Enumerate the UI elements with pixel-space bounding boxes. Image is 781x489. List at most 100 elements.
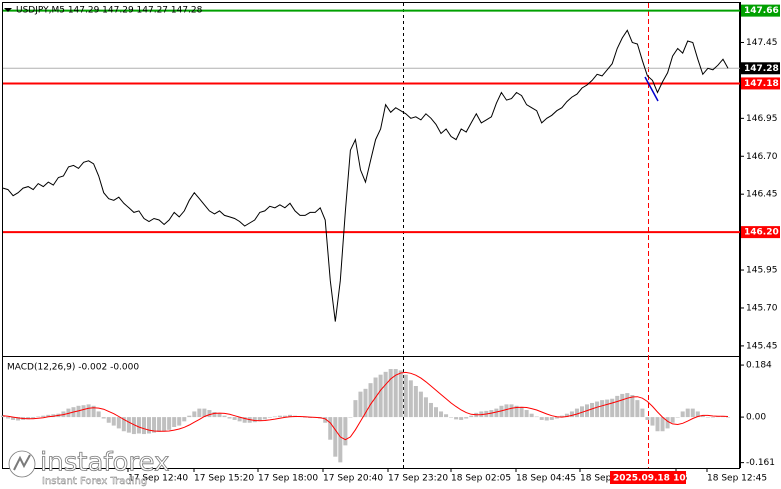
macd-histogram-bar	[725, 417, 731, 418]
macd-histogram-bar	[569, 411, 574, 418]
macd-histogram-bar	[6, 417, 11, 419]
price-level-tag	[741, 226, 780, 239]
macd-histogram-bar	[579, 406, 585, 418]
macd-histogram-bar	[615, 395, 620, 418]
macd-histogram-bar	[504, 404, 509, 418]
price-level-label: 147.18	[744, 79, 779, 89]
macd-histogram-bar	[368, 383, 373, 418]
y-tick-label: 0.184	[746, 361, 772, 371]
macd-histogram-bar	[388, 369, 393, 418]
macd-histogram-bar	[207, 410, 212, 418]
macd-histogram-bar	[277, 415, 282, 418]
collapse-icon	[4, 8, 12, 12]
macd-histogram-bar	[182, 417, 187, 422]
macd-histogram-bar	[282, 415, 287, 418]
macd-histogram-bar	[242, 417, 247, 423]
macd-histogram-bar	[126, 417, 131, 433]
macd-histogram-bar	[514, 405, 519, 418]
macd-histogram-bar	[595, 401, 600, 418]
macd-histogram-bar	[167, 417, 172, 430]
plot-frame	[2, 2, 740, 469]
macd-histogram-bar	[348, 417, 353, 418]
price-line	[2, 29, 729, 322]
macd-histogram-bar	[464, 417, 469, 419]
macd-histogram-bar	[715, 416, 720, 418]
y-tick-label: 145.95	[746, 266, 778, 276]
macd-histogram-bar	[393, 369, 398, 418]
macd-histogram-bar	[690, 408, 695, 418]
macd-histogram-bar	[408, 380, 413, 418]
y-tick-label: 145.45	[746, 341, 778, 351]
macd-histogram-bar	[237, 417, 242, 422]
macd-histogram-bar	[524, 410, 529, 418]
macd-histogram-bar	[116, 417, 121, 429]
macd-histogram-bar	[529, 413, 534, 418]
macd-histogram-bar	[554, 417, 559, 419]
macd-histogram-bar	[605, 399, 610, 418]
macd-histogram-bar	[136, 417, 141, 434]
macd-histogram-bar	[177, 417, 182, 426]
macd-histogram-bar	[51, 414, 56, 418]
macd-histogram-bar	[600, 400, 605, 418]
price-level-label: 147.28	[744, 64, 779, 74]
x-tick-label: 18 Sep	[580, 474, 612, 484]
time-cursor-label: 2025.09.18 10:15	[613, 474, 702, 484]
x-tick-label: 17 Sep 20:40	[323, 474, 383, 484]
macd-histogram-bar	[111, 417, 116, 426]
macd-histogram-bar	[655, 417, 660, 432]
price-level-label: 146.20	[744, 228, 779, 238]
macd-histogram-bar	[157, 417, 162, 432]
macd-histogram-bar	[665, 417, 670, 429]
macd-histogram-bar	[549, 417, 554, 420]
macd-histogram-bar	[217, 413, 222, 418]
trend-arrow	[644, 76, 659, 102]
x-tick-label: 18 Sep 12:45	[707, 474, 767, 484]
macd-histogram-bar	[197, 408, 202, 418]
macd-histogram-bar	[635, 400, 640, 418]
macd-histogram-bar	[685, 408, 690, 418]
macd-histogram-bar	[141, 417, 146, 435]
macd-histogram-bar	[16, 417, 21, 421]
x-tick-label: 18 Sep 02:05	[451, 474, 511, 484]
macd-histogram-bar	[625, 393, 630, 418]
macd-histogram-bar	[433, 407, 438, 418]
macd-histogram-bar	[96, 411, 101, 418]
y-tick-label: -0.161	[746, 458, 775, 468]
macd-histogram-bar	[152, 417, 157, 433]
macd-histogram-bar	[106, 417, 111, 423]
macd-histogram-bar	[66, 408, 71, 418]
macd-histogram-bar	[650, 417, 655, 426]
y-tick-label: 146.95	[746, 114, 778, 124]
macd-histogram-bar	[192, 411, 197, 418]
y-tick-label: 0.00	[746, 413, 766, 423]
macd-histogram-bar	[358, 391, 363, 418]
macd-histogram-bar	[630, 395, 635, 418]
macd-histogram-bar	[449, 417, 454, 418]
x-tick-label: 18 Sep 04:45	[516, 474, 576, 484]
macd-histogram-bar	[232, 417, 237, 420]
macd-histogram-bar	[660, 417, 665, 432]
macd-histogram-bar	[338, 417, 343, 463]
macd-histogram-bar	[26, 417, 31, 420]
macd-histogram-bar	[640, 408, 645, 418]
macd-histogram-bar	[403, 374, 408, 418]
macd-histogram-bar	[212, 412, 217, 418]
macd-histogram-bar	[36, 416, 41, 418]
macd-histogram-bar	[459, 417, 464, 420]
macd-histogram-bar	[423, 397, 428, 418]
macd-histogram-bar	[444, 414, 449, 418]
macd-histogram-bar	[323, 417, 328, 423]
macd-histogram-bar	[11, 417, 16, 420]
macd-histogram-bar	[383, 371, 388, 418]
macd-histogram-bar	[81, 405, 86, 418]
macd-histogram-bar	[328, 417, 333, 440]
plot-layer	[0, 9, 740, 463]
macd-histogram-bar	[574, 408, 579, 418]
macd-histogram-bar	[46, 414, 51, 418]
price-level-tag	[741, 4, 780, 17]
macd-histogram-bar	[222, 415, 227, 418]
chart-header: USDJPY,M5 147.29 147.29 147.27 147.28	[16, 6, 203, 16]
macd-histogram-bar	[544, 417, 549, 421]
x-tick-label: 17 Sep 23:20	[388, 474, 448, 484]
